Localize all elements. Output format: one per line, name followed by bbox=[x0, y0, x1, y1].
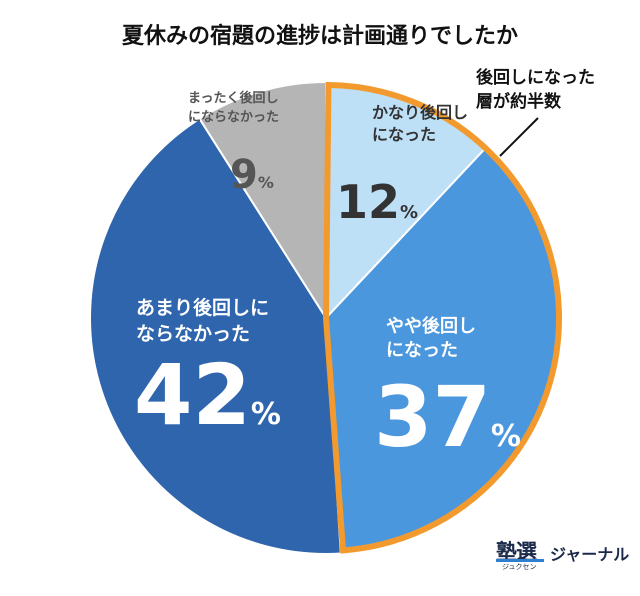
highlight-outline bbox=[322, 81, 562, 554]
slice-label-4-line-2: にならなかった bbox=[188, 110, 279, 125]
slice-label-2-line-1: やや後回し bbox=[386, 315, 476, 337]
callout-line-1: 後回しになった bbox=[476, 68, 595, 88]
callout-line-2: 層が約半数 bbox=[476, 92, 561, 112]
callout-annotation: 後回しになった 層が約半数 bbox=[476, 66, 595, 114]
slice-label-1-line-2: になった bbox=[372, 125, 436, 144]
slice-label-3-line-1: あまり後回しに bbox=[136, 296, 269, 319]
slice-value-2: 37% bbox=[374, 368, 521, 466]
callout-leader-line bbox=[499, 117, 539, 157]
slice-value-3: 42% bbox=[134, 346, 281, 444]
slice-label-1-line-1: かなり後回し bbox=[372, 103, 468, 122]
chart-title: 夏休みの宿題の進捗は計画通りでしたか bbox=[121, 24, 518, 49]
slice-value-1: 12% bbox=[336, 175, 418, 229]
pie-slice-4 bbox=[198, 80, 327, 322]
slice-label-3-line-2: ならなかった bbox=[136, 323, 250, 345]
pie-slice-3 bbox=[89, 117, 342, 555]
brand-logo: 塾選 ジャーナル ジュクセン bbox=[496, 536, 629, 571]
slice-label-2-line-2: になった bbox=[386, 340, 458, 361]
logo-bar bbox=[496, 559, 544, 562]
slice-value-4: 9% bbox=[230, 152, 274, 198]
logo-kana: ジャーナル bbox=[550, 545, 630, 564]
logo-sub: ジュクセン bbox=[502, 563, 537, 571]
slice-label-4-line-1: まったく後回し bbox=[188, 90, 278, 106]
